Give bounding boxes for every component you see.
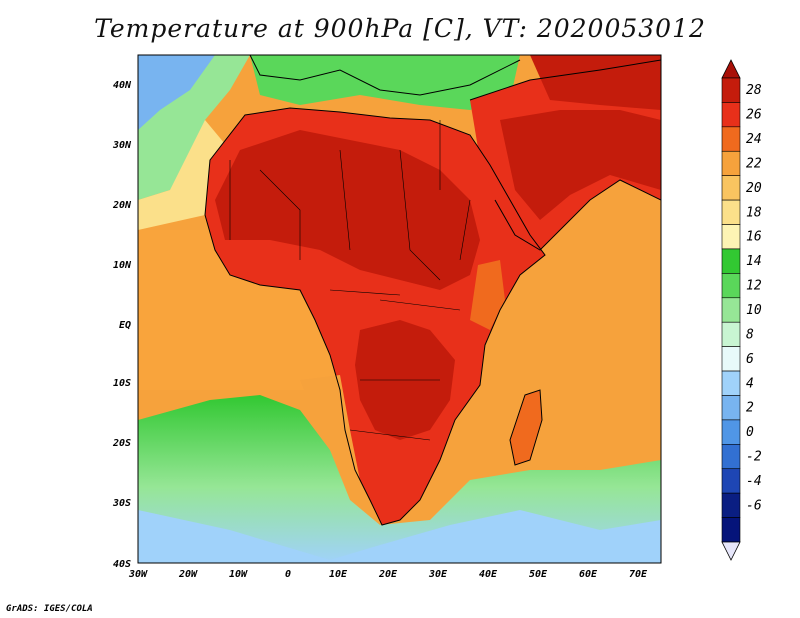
colorbar-label: 14 <box>746 254 762 269</box>
colorbar-swatch <box>721 175 741 201</box>
coastlines <box>204 55 661 526</box>
lat-tick-label: 10N <box>113 260 132 271</box>
lon-axis: 30W 20W 10W 0 10E 20E 30E 40E 50E 60E 70… <box>128 569 648 580</box>
lon-tick-label: 40E <box>479 569 498 580</box>
north-atlantic-cold-zone <box>138 55 215 130</box>
lon-tick-label: 0 <box>285 569 291 580</box>
colorbar-swatch <box>721 248 741 274</box>
colorbar-label: 20 <box>746 181 762 196</box>
lat-tick-label: 40S <box>113 559 131 570</box>
colorbar-swatch <box>721 77 741 103</box>
colorbar-label: 10 <box>746 303 762 318</box>
lon-tick-label: 10W <box>229 569 248 580</box>
colorbar-swatch <box>721 395 741 421</box>
colorbar-swatch <box>721 150 741 176</box>
colorbar-label: 18 <box>746 205 762 220</box>
sahara-hot-zone <box>215 130 480 290</box>
colorbar-label: 26 <box>746 108 762 123</box>
colorbar-over-arrow <box>721 59 741 79</box>
map-title: Temperature at 900hPa [C], VT: 202005301… <box>94 14 706 43</box>
africa-coastline <box>204 107 546 526</box>
temperature-field <box>138 55 661 563</box>
colorbar-swatch <box>721 419 741 445</box>
lon-tick-label: 70E <box>629 569 648 580</box>
lat-axis: 40N 30N 20N 10N EQ 10S 20S 30S 40S <box>112 80 132 570</box>
southern-ocean-cold-zone <box>138 510 661 563</box>
lat-tick-label: 30N <box>112 140 132 151</box>
europe-coastline <box>249 55 521 96</box>
colorbar-swatch <box>721 517 741 543</box>
lat-tick-label: EQ <box>119 320 131 331</box>
lon-tick-label: 30W <box>128 569 148 580</box>
colorbar-label: 12 <box>746 279 762 294</box>
lat-tick-label: 40N <box>113 80 132 91</box>
colorbar-label: -4 <box>746 474 762 489</box>
east-africa-mild-zone <box>470 260 505 330</box>
colorbar-swatch <box>721 224 741 250</box>
colorbar-swatch <box>721 273 741 299</box>
colorbar-label: 28 <box>746 83 762 98</box>
lon-tick-label: 30E <box>428 569 448 580</box>
credit-text: GrADS: IGES/COLA <box>6 604 93 614</box>
indian-ocean-warm-zone <box>520 230 661 470</box>
colorbar-swatch <box>721 346 741 372</box>
colorbar-label: 22 <box>746 156 762 171</box>
lon-tick-label: 20W <box>178 569 198 580</box>
plot-frame <box>137 54 662 564</box>
namibia-coastal-zone <box>300 375 360 480</box>
lat-tick-label: 20S <box>112 438 131 449</box>
arabia-hot-zone <box>500 110 661 220</box>
asia-hot-zone <box>530 55 661 110</box>
colorbar-label: 8 <box>746 327 754 342</box>
colorbar-swatch <box>721 126 741 152</box>
colorbar-swatch <box>721 370 741 396</box>
colorbar-label: -6 <box>746 498 762 513</box>
lat-tick-label: 20N <box>112 200 132 211</box>
colorbar-swatch <box>721 444 741 470</box>
colorbar-under-arrow <box>721 541 741 561</box>
colorbar-swatch <box>721 468 741 494</box>
colorbar-swatch <box>721 321 741 347</box>
lat-tick-label: 30S <box>112 498 131 509</box>
colorbar-label: 2 <box>746 401 754 416</box>
colorbar-label: 24 <box>746 132 762 147</box>
mediterranean-cool-zone <box>250 55 520 110</box>
lon-tick-label: 50E <box>529 569 548 580</box>
lat-tick-label: 10S <box>113 378 131 389</box>
colorbar-label: 6 <box>746 352 754 367</box>
colorbar-label: 0 <box>746 425 754 440</box>
colorbar-label: -2 <box>746 450 762 465</box>
madagascar-coastline <box>509 389 543 466</box>
colorbar-swatch <box>721 297 741 323</box>
colorbar-swatch <box>721 199 741 225</box>
lon-tick-label: 60E <box>579 569 598 580</box>
country-borders <box>229 120 471 441</box>
colorbar-swatch <box>721 492 741 518</box>
arabia-coastline <box>469 59 661 251</box>
colorbar-swatch <box>721 102 741 128</box>
colorbar-label: 16 <box>746 230 762 245</box>
colorbar-label: 4 <box>746 376 754 391</box>
lon-tick-label: 10E <box>329 569 348 580</box>
lon-tick-label: 20E <box>378 569 398 580</box>
